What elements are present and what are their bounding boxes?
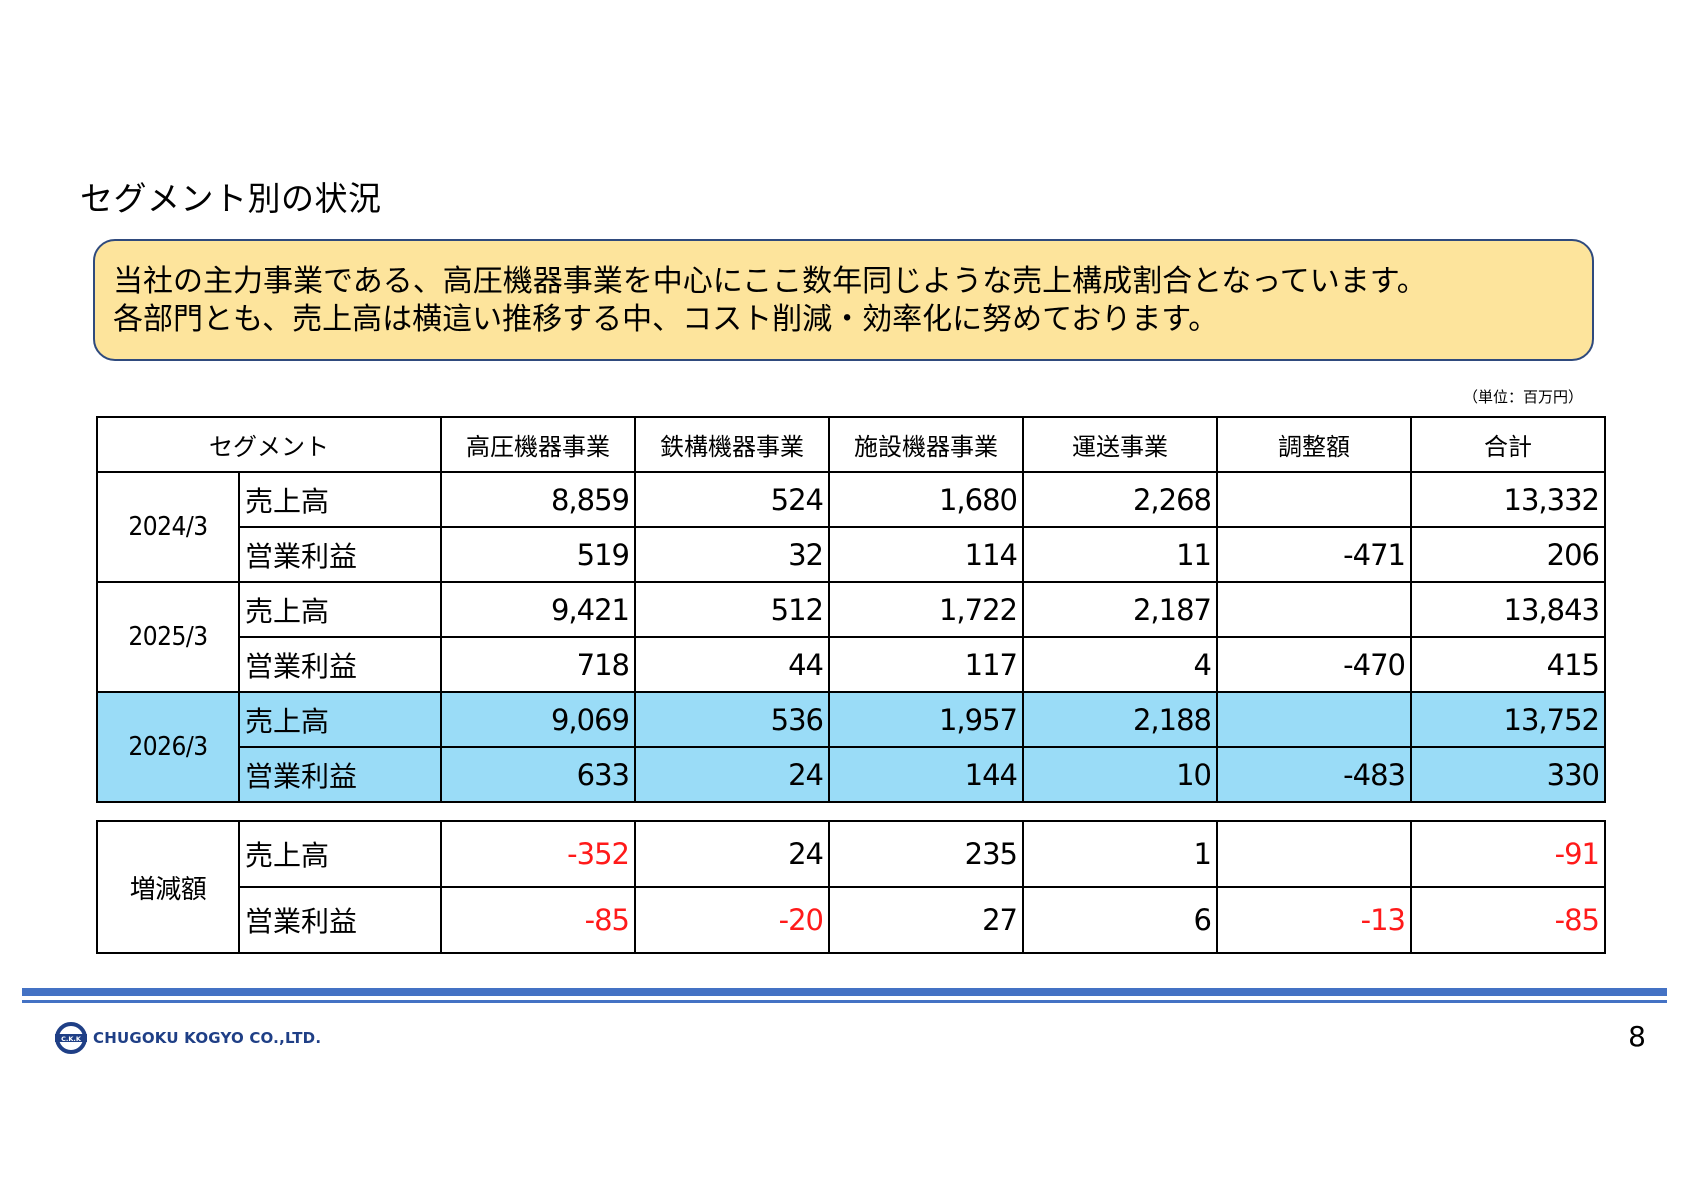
period-cell: 2024/3: [96, 471, 240, 583]
metric-label-sales: 売上高: [238, 471, 442, 528]
value-cell: 44: [634, 636, 830, 693]
value-cell: 718: [440, 636, 636, 693]
table-row: 営業利益 -85 -20 27 6 -13 -85: [97, 886, 1606, 954]
value-cell: 24: [634, 746, 830, 803]
value-cell: -470: [1216, 636, 1412, 693]
value-cell: 235: [828, 820, 1024, 888]
metric-label-sales: 売上高: [238, 581, 442, 638]
value-cell: 13,752: [1410, 691, 1606, 748]
metric-label-profit: 営業利益: [238, 526, 442, 583]
table-row: 2025/3 売上高 9,421 512 1,722 2,187 13,843: [96, 581, 1606, 693]
value-cell: -352: [440, 820, 636, 888]
value-cell: 8,859: [440, 471, 636, 528]
value-cell: 9,069: [440, 691, 636, 748]
unit-label: （単位：百万円）: [1462, 388, 1583, 406]
period-cell: 2026/3: [96, 691, 240, 803]
value-cell: 1: [1022, 820, 1218, 888]
value-cell: 1,957: [828, 691, 1024, 748]
header-adjustment: 調整額: [1216, 416, 1412, 473]
value-cell: 512: [634, 581, 830, 638]
table-row: 2026/3 売上高 9,069 536 1,957 2,188 13,752: [96, 691, 1606, 803]
summary-line-1: 当社の主力事業である、高圧機器事業を中心にここ数年同じような売上構成割合となって…: [113, 264, 1427, 299]
header-facility: 施設機器事業: [828, 416, 1024, 473]
value-cell: 2,268: [1022, 471, 1218, 528]
value-cell: [1216, 691, 1412, 748]
company-logo-icon: C.K.K: [55, 1022, 87, 1054]
value-cell: 519: [440, 526, 636, 583]
value-cell: 6: [1022, 886, 1218, 954]
value-cell: 330: [1410, 746, 1606, 803]
period-cell: 2025/3: [96, 581, 240, 693]
header-high-pressure: 高圧機器事業: [440, 416, 636, 473]
value-cell: 32: [634, 526, 830, 583]
table-row: 増減額 売上高 -352 24 235 1 -91: [96, 820, 1606, 954]
value-cell: 9,421: [440, 581, 636, 638]
value-cell: 13,843: [1410, 581, 1606, 638]
company-logo: C.K.K CHUGOKU KOGYO CO.,LTD.: [55, 1022, 321, 1054]
table-row: 営業利益 633 24 144 10 -483 330: [97, 746, 1606, 803]
value-cell: -20: [634, 886, 830, 954]
company-name: CHUGOKU KOGYO CO.,LTD.: [93, 1029, 322, 1047]
value-cell: 524: [634, 471, 830, 528]
value-cell: -483: [1216, 746, 1412, 803]
value-cell: 1,722: [828, 581, 1024, 638]
metric-label-sales: 売上高: [238, 820, 442, 888]
value-cell: [1216, 820, 1412, 888]
value-cell: 144: [828, 746, 1024, 803]
metric-label-profit: 営業利益: [238, 886, 442, 954]
value-cell: [1216, 581, 1412, 638]
value-cell: 117: [828, 636, 1024, 693]
header-total: 合計: [1410, 416, 1606, 473]
table-row: 営業利益 519 32 114 11 -471 206: [97, 526, 1606, 583]
value-cell: 1,680: [828, 471, 1024, 528]
page-title: セグメント別の状況: [80, 179, 382, 218]
value-cell: 4: [1022, 636, 1218, 693]
value-cell: 633: [440, 746, 636, 803]
value-cell: -85: [440, 886, 636, 954]
value-cell: [1216, 471, 1412, 528]
header-segment: セグメント: [96, 416, 442, 473]
period-cell: 増減額: [96, 820, 240, 954]
value-cell: -91: [1410, 820, 1606, 888]
page-number: 8: [1628, 1020, 1646, 1053]
segment-table: セグメント 高圧機器事業 鉄構機器事業 施設機器事業 運送事業 調整額 合計 2…: [96, 416, 1606, 803]
value-cell: 206: [1410, 526, 1606, 583]
value-cell: 11: [1022, 526, 1218, 583]
summary-box: 当社の主力事業である、高圧機器事業を中心にここ数年同じような売上構成割合となって…: [93, 239, 1594, 361]
value-cell: -85: [1410, 886, 1606, 954]
header-steel-structure: 鉄構機器事業: [634, 416, 830, 473]
change-table: 増減額 売上高 -352 24 235 1 -91 営業利益 -85 -20 27 6 -13 -85: [96, 820, 1606, 954]
value-cell: 114: [828, 526, 1024, 583]
table-header-row: セグメント 高圧機器事業 鉄構機器事業 施設機器事業 運送事業 調整額 合計: [96, 416, 1606, 473]
table-row: 2024/3 売上高 8,859 524 1,680 2,268 13,332: [96, 471, 1606, 583]
header-transport: 運送事業: [1022, 416, 1218, 473]
footer-rule-thin: [22, 1000, 1667, 1003]
metric-label-sales: 売上高: [238, 691, 442, 748]
value-cell: 2,187: [1022, 581, 1218, 638]
value-cell: 2,188: [1022, 691, 1218, 748]
value-cell: 27: [828, 886, 1024, 954]
footer-rule-thick: [22, 988, 1667, 996]
value-cell: 13,332: [1410, 471, 1606, 528]
value-cell: -471: [1216, 526, 1412, 583]
value-cell: 10: [1022, 746, 1218, 803]
value-cell: -13: [1216, 886, 1412, 954]
metric-label-profit: 営業利益: [238, 636, 442, 693]
metric-label-profit: 営業利益: [238, 746, 442, 803]
value-cell: 415: [1410, 636, 1606, 693]
value-cell: 536: [634, 691, 830, 748]
summary-line-2: 各部門とも、売上高は横這い推移する中、コスト削減・効率化に努めております。: [113, 302, 1219, 337]
logo-letters: C.K.K: [61, 1035, 82, 1043]
value-cell: 24: [634, 820, 830, 888]
table-row: 営業利益 718 44 117 4 -470 415: [97, 636, 1606, 693]
